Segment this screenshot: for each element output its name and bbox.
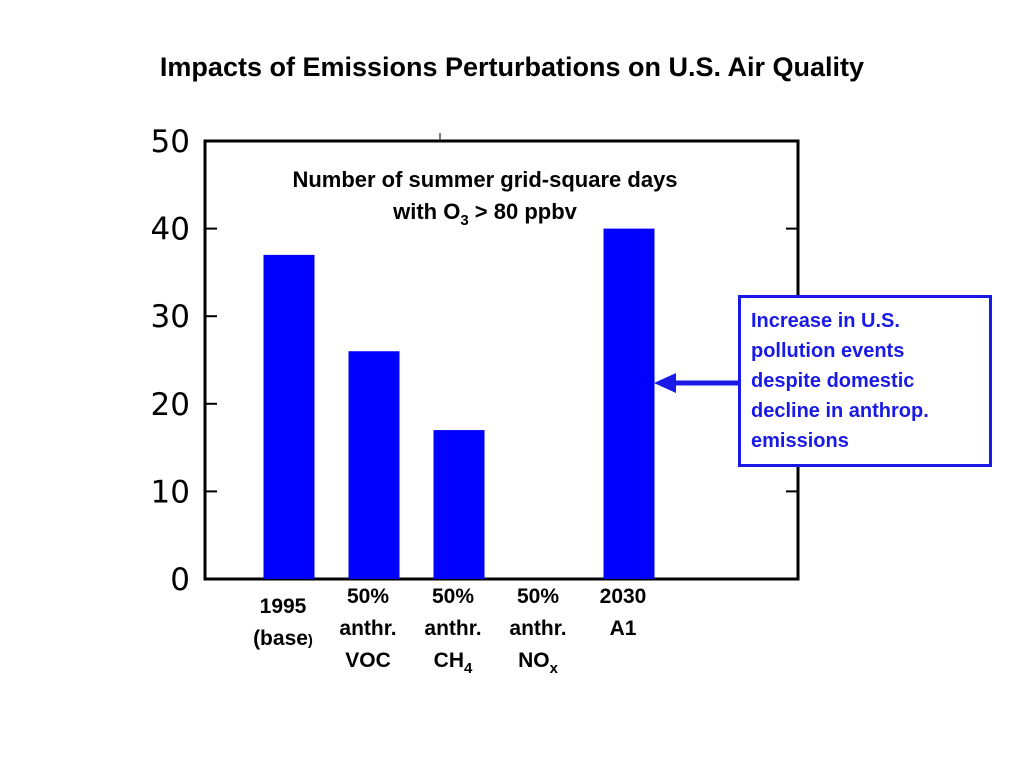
y-tick-label: 10 <box>151 474 190 510</box>
category-label: 50% <box>432 585 474 608</box>
callout-line: pollution events <box>751 340 905 362</box>
category-label: anthr. <box>509 617 566 640</box>
category-label: 1995 <box>260 595 307 618</box>
category-label: anthr. <box>339 617 396 640</box>
category-label: 50% <box>347 585 389 608</box>
chart-subtitle-line2: with O3 > 80 ppbv <box>392 199 578 229</box>
bar <box>263 254 315 579</box>
category-label: CH4 <box>434 649 473 677</box>
category-label: anthr. <box>424 617 481 640</box>
category-label: A1 <box>610 617 637 640</box>
bar <box>348 351 400 579</box>
category-label: VOC <box>345 649 391 672</box>
callout-arrow-head <box>654 373 676 393</box>
bar <box>603 228 655 579</box>
callout-line: Increase in U.S. <box>751 310 900 332</box>
y-tick-label: 0 <box>170 562 190 598</box>
y-tick-label: 50 <box>151 124 190 160</box>
category-label: 2030 <box>600 585 647 608</box>
y-tick-label: 30 <box>151 299 190 335</box>
chart-subtitle-line1: Number of summer grid-square days <box>292 167 677 192</box>
category-label: NOx <box>518 649 559 677</box>
callout-box: Increase in U.S. pollution events despite … <box>738 295 992 467</box>
callout-line: despite domestic <box>751 370 915 392</box>
callout-line: decline in anthrop. <box>751 400 929 422</box>
bar <box>433 430 485 579</box>
y-tick-label: 20 <box>151 387 190 423</box>
category-label: (base) <box>253 627 313 650</box>
slide-title: Impacts of Emissions Perturbations on U.… <box>159 52 865 82</box>
category-label: 50% <box>517 585 559 608</box>
y-tick-label: 40 <box>151 212 190 248</box>
callout-line: emissions <box>751 430 849 452</box>
